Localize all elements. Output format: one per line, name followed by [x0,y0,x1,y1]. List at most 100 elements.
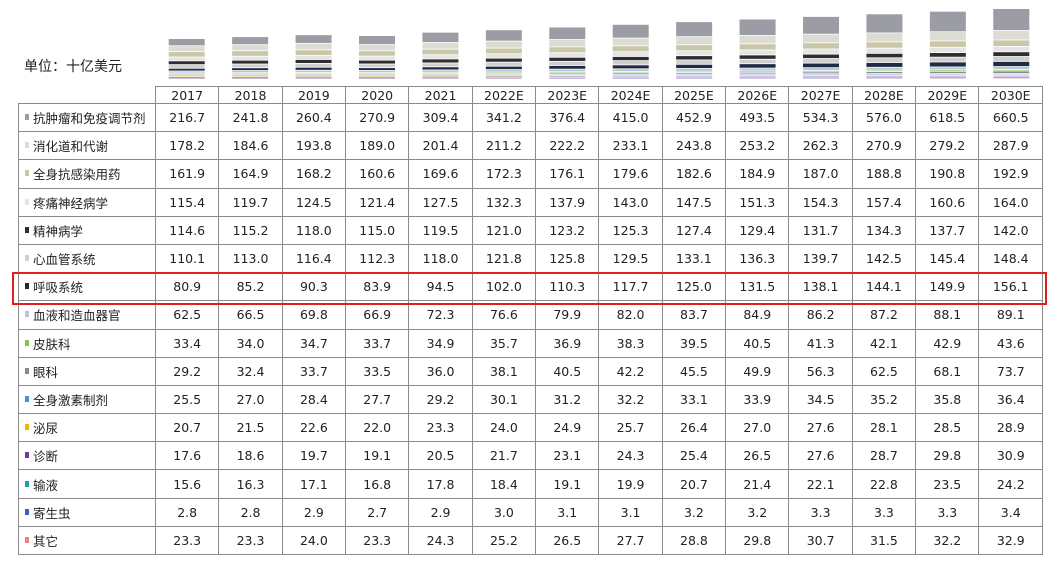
value-cell: 62.5 [154,300,220,330]
bar-segment [232,56,269,60]
value-cell: 415.0 [598,102,663,133]
bar-segment [676,51,713,56]
value-cell: 145.4 [915,243,980,274]
value-cell: 87.2 [851,300,917,330]
value-cell: 142.0 [978,215,1043,245]
bar-segment [929,62,966,67]
value-cell: 233.1 [598,131,663,161]
value-cell: 452.9 [661,102,727,133]
column-header: 2030E [978,86,1043,104]
value-cell: 17.6 [154,441,220,471]
bar-segment [422,42,459,49]
column-header: 2023E [535,86,600,104]
bar-segment [549,73,586,74]
bar-segment [676,68,713,71]
row-name-cell: 血液和造血器官 [18,300,156,330]
bar-segment [549,39,586,47]
bar-segment [866,58,903,63]
value-cell: 23.3 [408,413,473,443]
value-cell: 124.5 [281,187,347,217]
legend-square [25,424,29,431]
bar-segment [612,65,649,69]
legend-square [25,480,29,487]
value-cell: 25.7 [598,413,663,443]
value-cell: 138.1 [788,272,853,302]
value-cell: 22.6 [281,413,347,443]
bar-segment [803,16,839,34]
bar-segment [422,49,459,55]
bar-segment [549,61,586,66]
bar-segment [422,59,459,63]
value-cell: 23.5 [915,469,980,499]
value-cell: 22.8 [851,469,917,499]
bar-segment [993,40,1030,46]
value-cell: 3.3 [915,497,980,527]
value-cell: 36.9 [535,328,600,358]
bar-segment [232,64,269,68]
value-cell: 83.9 [345,272,410,302]
value-cell: 2.7 [345,497,410,527]
bar-segment [929,47,966,53]
value-cell: 29.2 [154,356,220,386]
bar-segment [929,11,966,32]
value-cell: 113.0 [218,243,283,274]
row-name-cell: 泌尿 [18,413,156,443]
value-cell: 33.7 [345,328,410,358]
bar-segment [168,46,205,52]
value-cell: 2.9 [281,497,347,527]
value-cell: 28.5 [915,413,980,443]
bar-segment [993,46,1030,52]
bar-segment [803,58,839,63]
value-cell: 618.5 [915,102,980,133]
value-cell: 86.2 [788,300,853,330]
bar-segment [295,70,332,73]
value-cell: 121.4 [345,187,410,217]
value-cell: 160.6 [915,187,980,217]
value-cell: 72.3 [408,300,473,330]
value-cell: 279.2 [915,131,980,161]
value-cell: 31.5 [851,525,917,556]
value-cell: 179.6 [598,159,663,189]
legend-square [25,255,29,262]
table-row: 全身抗感染用药 161.9 164.9 168.2 160.6 169.6 172.3 176… [18,159,1043,189]
bar-segment [485,30,522,41]
bar-segment [866,71,903,74]
bar-segment [866,33,903,42]
row-name: 心血管系统 [33,252,96,268]
bar-segment [485,62,522,66]
bar-segment [422,63,459,67]
value-cell: 3.2 [725,497,790,527]
value-cell: 115.0 [345,215,410,245]
value-cell: 136.3 [725,243,790,274]
bar-segment [232,60,269,64]
value-cell: 149.9 [915,272,980,302]
value-cell: 160.6 [345,159,410,189]
value-cell: 164.9 [218,159,283,189]
bar-segment [676,22,713,37]
value-cell: 24.3 [598,441,663,471]
value-cell: 116.4 [281,243,347,274]
value-cell: 3.1 [535,497,600,527]
value-cell: 32.2 [915,525,980,556]
value-cell: 23.3 [154,525,220,556]
bar-segment [676,72,713,74]
bar-segment [676,45,713,51]
bar-segment [549,57,586,61]
row-name: 精神病学 [33,223,84,239]
bar-segment [232,70,269,73]
bar-segment [485,54,522,58]
column-header: 2025E [661,86,727,104]
bar-segment [866,70,903,72]
bar-segment [739,35,776,44]
row-name-cell: 全身激素制剂 [18,384,156,415]
value-cell: 36.4 [978,384,1043,415]
value-cell: 16.3 [218,469,283,499]
value-cell: 151.3 [725,187,790,217]
value-cell: 49.9 [725,356,790,386]
bar-segment [739,44,776,50]
value-cell: 118.0 [408,243,473,274]
bar-segment [485,66,522,70]
bar-segment [295,67,332,70]
value-cell: 24.2 [978,469,1043,499]
bar-segment [295,43,332,50]
